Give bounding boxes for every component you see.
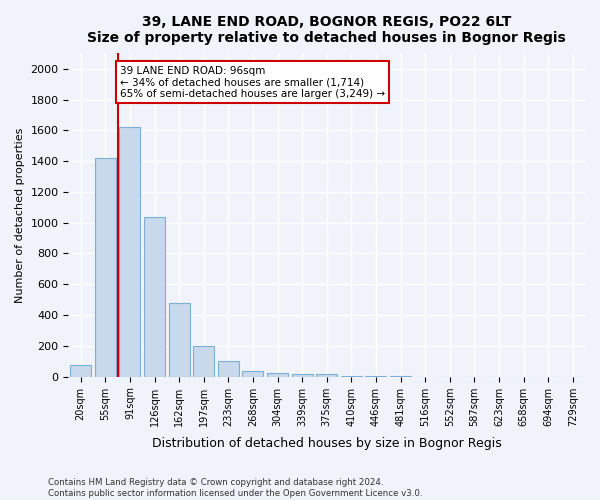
Bar: [95, 158, 116, 376]
Title: 39, LANE END ROAD, BOGNOR REGIS, PO22 6LT
Size of property relative to detached : 39, LANE END ROAD, BOGNOR REGIS, PO22 6L…: [88, 15, 566, 45]
Bar: [292, 374, 313, 376]
X-axis label: Distribution of detached houses by size in Bognor Regis: Distribution of detached houses by size …: [152, 437, 502, 450]
Bar: [119, 127, 140, 376]
Text: Contains HM Land Registry data © Crown copyright and database right 2024.
Contai: Contains HM Land Registry data © Crown c…: [48, 478, 422, 498]
Bar: [218, 362, 239, 376]
Bar: [242, 372, 263, 376]
Text: 39 LANE END ROAD: 96sqm
← 34% of detached houses are smaller (1,714)
65% of semi: 39 LANE END ROAD: 96sqm ← 34% of detache…: [120, 66, 385, 99]
Bar: [144, 216, 165, 376]
Bar: [267, 373, 288, 376]
Bar: [70, 365, 91, 376]
Bar: [316, 374, 337, 376]
Bar: [169, 303, 190, 376]
Y-axis label: Number of detached properties: Number of detached properties: [15, 128, 25, 302]
Bar: [193, 346, 214, 376]
